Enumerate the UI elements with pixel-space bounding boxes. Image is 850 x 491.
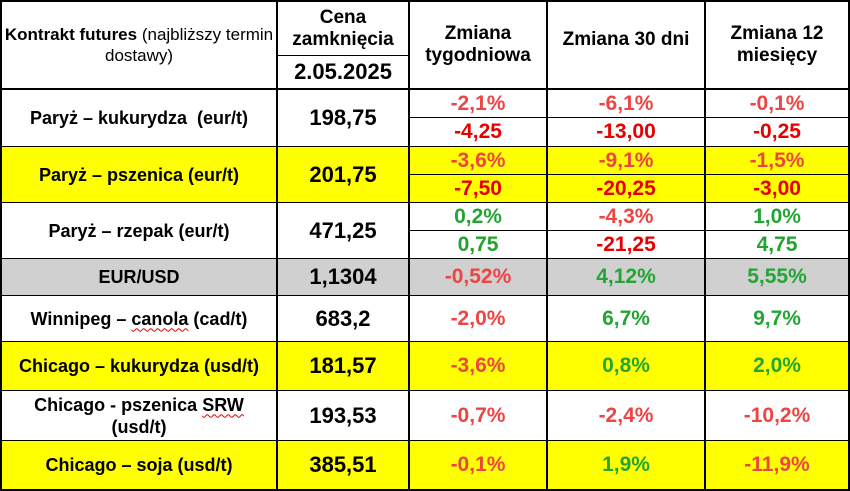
weekly-abs: -4,25 [454,120,502,143]
weekly-pct: -2,0% [450,306,506,330]
row-price: 1,1304 [278,259,408,295]
m12-pct: 5,55% [706,259,848,295]
row-sep [0,202,850,203]
m12-pct: 2,0% [706,342,848,390]
m12-pct: -0,1% [749,91,805,115]
row-name: Paryż – rzepak (eur/t) [48,220,230,241]
row-price: 471,25 [309,217,377,243]
row-name: Chicago – soja (usd/t) [2,441,276,489]
weekly-pct: -3,6% [410,147,546,174]
d30-pct: -4,3% [598,204,654,228]
row-name: Chicago – kukurydza (usd/t) [2,342,276,390]
m12-abs: 4,75 [756,232,798,256]
row-name: Chicago - pszenica SRW (usd/t) [34,394,244,437]
header-contract: Kontrakt futures (najbliższy termin dost… [2,2,276,88]
d30-abs: -20,25 [548,175,704,202]
col-sep [704,0,706,491]
subrow-sep [410,117,848,118]
row-name: Winnipeg – canola (cad/t) [30,308,248,329]
row-price: 193,53 [309,402,377,428]
weekly-abs: -7,50 [410,175,546,202]
m12-pct: 1,0% [753,204,801,228]
row-name: EUR/USD [2,259,276,295]
header-contract-note: (najbliższy termin dostawy) [104,25,274,65]
weekly-pct: -2,1% [450,91,506,115]
row-sep [0,440,850,441]
d30-pct: 6,7% [602,306,650,330]
row-name: Paryż – kukurydza (eur/t) [29,108,249,128]
row-sep [0,88,850,90]
border-bottom [0,489,850,491]
row-sep [0,390,850,391]
col-sep [546,0,548,491]
weekly-pct: -3,6% [410,342,546,390]
weekly-pct: -0,1% [410,441,546,489]
d30-pct: 1,9% [548,441,704,489]
col-sep [276,0,278,491]
row-sep [0,258,850,259]
row-price: 181,57 [278,342,408,390]
row-price: 201,75 [278,147,408,202]
row-sep [0,146,850,147]
m12-abs: -3,00 [706,175,848,202]
d30-pct: -6,1% [598,91,654,115]
col-sep [408,0,410,491]
border-top [0,0,850,2]
header-12m: Zmiana 12 miesięcy [730,23,824,66]
weekly-pct: -0,52% [410,259,546,295]
weekly-abs: 0,75 [457,232,499,256]
m12-pct: -11,9% [706,441,848,489]
subrow-sep [410,174,848,175]
row-price: 683,2 [315,305,371,331]
row-price: 385,51 [278,441,408,489]
row-name: Paryż – pszenica (eur/t) [2,147,276,202]
m12-pct: 9,7% [753,306,801,330]
row-sep [0,341,850,342]
m12-pct: -10,2% [743,403,811,427]
header-contract-bold: Kontrakt futures [4,25,138,44]
d30-abs: -21,25 [596,232,656,256]
border-right [848,0,850,491]
subrow-sep [410,230,848,231]
d30-pct: -9,1% [548,147,704,174]
m12-abs: -0,25 [753,120,801,143]
d30-pct: -2,4% [598,403,654,427]
header-30d: Zmiana 30 dni [562,29,690,50]
header-weekly: Zmiana tygodniowa [425,23,531,66]
header-close-price: Cena zamknięcia [292,7,394,50]
header-date: 2.05.2025 [294,59,392,84]
d30-pct: 4,12% [548,259,704,295]
row-sep [0,295,850,296]
border-left [0,0,2,491]
weekly-pct: 0,2% [454,204,502,228]
weekly-pct: -0,7% [450,403,506,427]
d30-pct: 0,8% [548,342,704,390]
row-price: 198,75 [309,105,377,130]
m12-pct: -1,5% [706,147,848,174]
d30-abs: -13,00 [596,120,656,143]
header-date-sep [278,55,408,56]
